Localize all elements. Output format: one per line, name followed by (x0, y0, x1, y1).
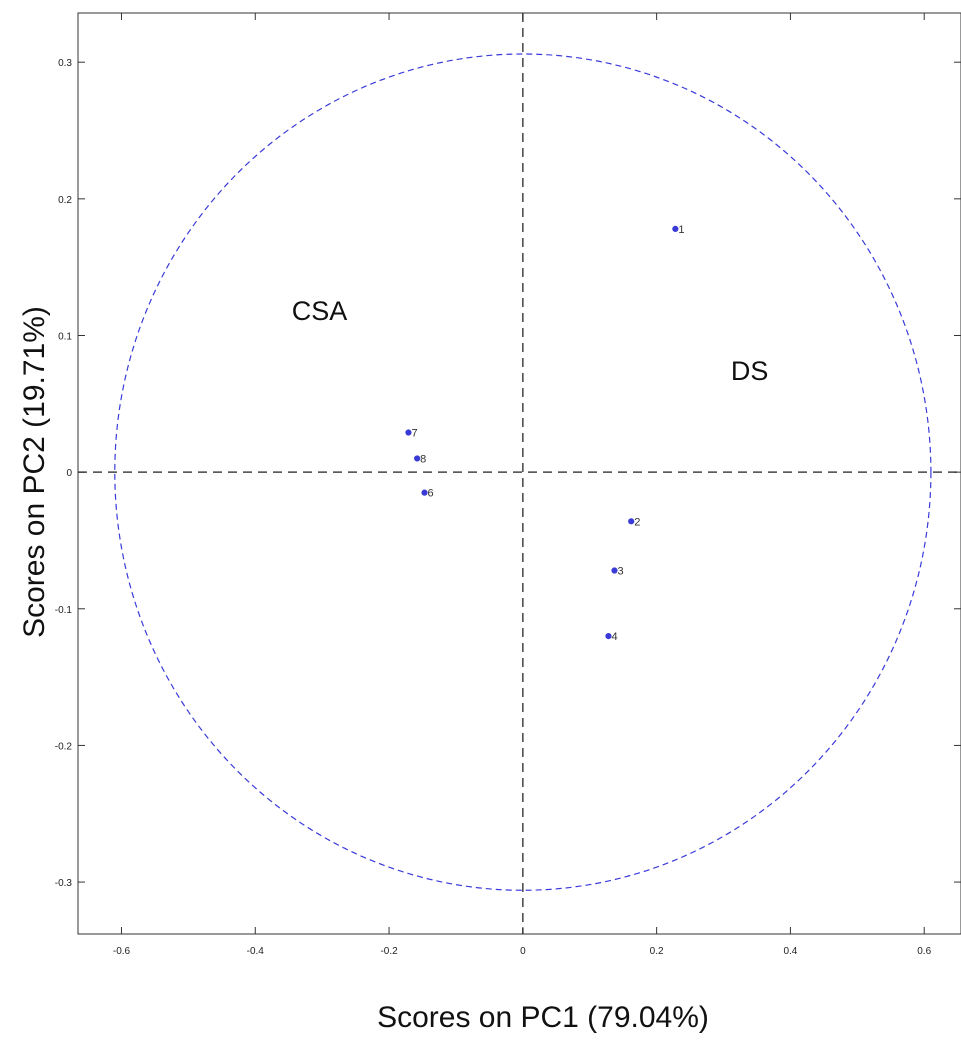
x-tick-label: 0.6 (917, 946, 931, 957)
x-tick-label: -0.4 (247, 946, 265, 957)
y-axis-ticks: -0.3 -0.2 -0.1 0 0.1 0.2 0.3 (55, 58, 961, 889)
score-point (611, 567, 618, 574)
x-axis-ticks: -0.6 -0.4 -0.2 0 0.2 0.4 0.6 (113, 13, 932, 957)
group-annotation: DS (731, 356, 769, 386)
y-axis-title: Scores on PC2 (19.71%) (18, 306, 51, 638)
group-annotations: CSA DS (292, 296, 769, 386)
point-label: 3 (617, 566, 623, 578)
confidence-ellipse (114, 53, 932, 891)
plot-area: 1 2 3 4 6 7 8 (78, 13, 961, 934)
score-point (414, 455, 421, 462)
x-axis-title: Scores on PC1 (79.04%) (377, 1001, 709, 1034)
point-label: 7 (411, 428, 417, 440)
point-label: 8 (420, 453, 426, 465)
score-point (672, 225, 679, 233)
point-label: 2 (634, 516, 640, 528)
score-points: 1 2 3 4 6 7 8 (405, 224, 684, 643)
y-tick-label: -0.3 (55, 878, 73, 889)
score-point (628, 518, 635, 525)
x-tick-label: -0.2 (380, 946, 398, 957)
group-annotation: CSA (292, 296, 348, 326)
axes-frame (77, 12, 961, 935)
y-tick-label: 0.2 (58, 195, 72, 206)
y-tick-label: 0 (66, 468, 72, 479)
score-point (605, 633, 612, 640)
y-tick-label: 0.1 (58, 331, 72, 342)
x-tick-label: -0.6 (113, 946, 131, 957)
point-label: 6 (428, 488, 434, 500)
point-label: 1 (678, 224, 684, 236)
y-tick-label: -0.1 (55, 605, 73, 616)
score-point (405, 429, 412, 436)
point-label: 4 (611, 631, 617, 643)
y-tick-label: 0.3 (58, 58, 72, 69)
y-tick-label: -0.2 (55, 741, 73, 752)
x-tick-label: 0.4 (783, 946, 797, 957)
x-tick-label: 0 (520, 946, 526, 957)
score-point (421, 489, 428, 496)
x-tick-label: 0.2 (650, 946, 664, 957)
